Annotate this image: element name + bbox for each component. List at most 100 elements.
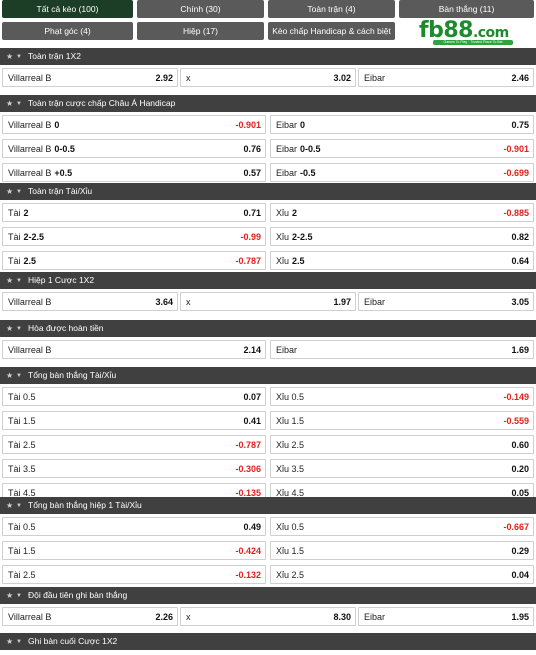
market-section-header[interactable]: ★ ▼ Tổng bàn thắng hiệp 1 Tài/Xỉu — [0, 497, 536, 514]
selection-name: Tài 0.5 — [8, 522, 36, 532]
selection-label: Villarreal B 0-0.5 — [8, 140, 75, 159]
odds-cell[interactable]: Xỉu 2.5 0.60 — [270, 435, 534, 454]
collapse-arrow-icon[interactable]: ▼ — [16, 101, 22, 107]
odds-cell[interactable]: Xỉu 1.5 0.29 — [270, 541, 534, 560]
market-section-header[interactable]: ★ ▼ Hiệp 1 Cược 1X2 — [0, 272, 536, 289]
odds-cell[interactable]: Xỉu 2 -0.885 — [270, 203, 534, 222]
odds-cell[interactable]: Xỉu 0.5 -0.667 — [270, 517, 534, 536]
odds-cell[interactable]: Tài 2.5 -0.787 — [2, 251, 266, 270]
selection-label: Xỉu 2.5 — [276, 252, 305, 271]
market-section-header[interactable]: ★ ▼ Toàn trận 1X2 — [0, 48, 536, 65]
selection-label: Villarreal B — [8, 341, 51, 360]
collapse-arrow-icon[interactable]: ▼ — [16, 639, 22, 645]
favorite-star-icon[interactable]: ★ — [6, 52, 14, 61]
odds-cell[interactable]: Eibar 2.46 — [358, 68, 534, 87]
odds-cell[interactable]: Villarreal B 2.14 — [2, 340, 266, 359]
odds-value: 1.95 — [511, 612, 529, 622]
selection-label: Xỉu 2-2.5 — [276, 228, 313, 247]
tab-main[interactable]: Chính (30) — [137, 0, 264, 18]
tab-full-match[interactable]: Toàn trận (4) — [268, 0, 395, 18]
odds-cell[interactable]: Villarreal B +0.5 0.57 — [2, 163, 266, 182]
favorite-star-icon[interactable]: ★ — [6, 637, 14, 646]
collapse-arrow-icon[interactable]: ▼ — [16, 593, 22, 599]
odds-cell[interactable]: Villarreal B 3.64 — [2, 292, 178, 311]
odds-cell[interactable]: x 1.97 — [180, 292, 356, 311]
selection-label: Tài 1.5 — [8, 542, 36, 561]
tab-corners[interactable]: Phạt góc (4) — [2, 22, 133, 40]
odds-cell[interactable]: Xỉu 0.5 -0.149 — [270, 387, 534, 406]
odds-cell[interactable]: Villarreal B 0 -0.901 — [2, 115, 266, 134]
odds-value: 2.14 — [243, 345, 261, 355]
odds-cell[interactable]: Villarreal B 0-0.5 0.76 — [2, 139, 266, 158]
market-tabs: Tất cả kèo (100) Chính (30) Toàn trận (4… — [0, 0, 536, 54]
market-section-header[interactable]: ★ ▼ Toàn trận Tài/Xỉu — [0, 183, 536, 200]
odds-cell[interactable]: Xỉu 2-2.5 0.82 — [270, 227, 534, 246]
collapse-arrow-icon[interactable]: ▼ — [16, 326, 22, 332]
market-section-header[interactable]: ★ ▼ Tổng bàn thắng Tài/Xỉu — [0, 367, 536, 384]
odds-cell[interactable]: Tài 2.5 -0.132 — [2, 565, 266, 584]
odds-cell[interactable]: Eibar 0-0.5 -0.901 — [270, 139, 534, 158]
favorite-star-icon[interactable]: ★ — [6, 99, 14, 108]
odds-cell[interactable]: Xỉu 3.5 0.20 — [270, 459, 534, 478]
odds-cell[interactable]: Tài 2 0.71 — [2, 203, 266, 222]
odds-cell[interactable]: Xỉu 2.5 0.04 — [270, 565, 534, 584]
favorite-star-icon[interactable]: ★ — [6, 591, 14, 600]
odds-cell[interactable]: Villarreal B 2.26 — [2, 607, 178, 626]
favorite-star-icon[interactable]: ★ — [6, 276, 14, 285]
selection-name: Eibar — [364, 73, 386, 83]
selection-name: x — [186, 297, 191, 307]
selection-label: Eibar 0 — [276, 116, 305, 135]
odds-value: 0.76 — [243, 144, 261, 154]
tab-goals[interactable]: Bàn thắng (11) — [399, 0, 534, 18]
collapse-arrow-icon[interactable]: ▼ — [16, 54, 22, 60]
odds-cell[interactable]: Villarreal B 2.92 — [2, 68, 178, 87]
odds-cell[interactable]: Tài 0.5 0.49 — [2, 517, 266, 536]
odds-cell[interactable]: Eibar 1.95 — [358, 607, 534, 626]
favorite-star-icon[interactable]: ★ — [6, 324, 14, 333]
selection-name: Xỉu 4.5 — [276, 488, 305, 498]
odds-cell[interactable]: Tài 3.5 -0.306 — [2, 459, 266, 478]
tab-handicap[interactable]: Kèo chấp Handicap & cách biệt (3) — [268, 22, 395, 54]
collapse-arrow-icon[interactable]: ▼ — [16, 278, 22, 284]
selection-name: Eibar — [276, 144, 298, 154]
odds-cell[interactable]: Xỉu 1.5 -0.559 — [270, 411, 534, 430]
odds-cell[interactable]: Eibar 1.69 — [270, 340, 534, 359]
selection-name: x — [186, 612, 191, 622]
odds-row: Tài 2.5 -0.787 Xỉu 2.5 0.60 — [0, 435, 536, 456]
odds-row: Tài 2-2.5 -0.99 Xỉu 2-2.5 0.82 — [0, 227, 536, 248]
collapse-arrow-icon[interactable]: ▼ — [16, 373, 22, 379]
odds-cell[interactable]: Tài 1.5 -0.424 — [2, 541, 266, 560]
odds-cell[interactable]: Eibar 0 0.75 — [270, 115, 534, 134]
odds-cell[interactable]: Xỉu 2.5 0.64 — [270, 251, 534, 270]
collapse-arrow-icon[interactable]: ▼ — [16, 503, 22, 509]
collapse-arrow-icon[interactable]: ▼ — [16, 189, 22, 195]
odds-cell[interactable]: x 3.02 — [180, 68, 356, 87]
odds-cell[interactable]: Tài 2-2.5 -0.99 — [2, 227, 266, 246]
market-section-header[interactable]: ★ ▼ Ghi bàn cuối Cược 1X2 — [0, 633, 536, 650]
odds-value: -0.787 — [235, 440, 261, 450]
tab-all-markets[interactable]: Tất cả kèo (100) — [2, 0, 133, 18]
market-section-header[interactable]: ★ ▼ Hòa được hoàn tiền — [0, 320, 536, 337]
favorite-star-icon[interactable]: ★ — [6, 371, 14, 380]
selection-label: Xỉu 0.5 — [276, 388, 304, 407]
odds-cell[interactable]: Eibar 3.05 — [358, 292, 534, 311]
tab-halves[interactable]: Hiệp (17) — [137, 22, 264, 40]
market-section-header[interactable]: ★ ▼ Đội đầu tiên ghi bàn thắng — [0, 587, 536, 604]
favorite-star-icon[interactable]: ★ — [6, 501, 14, 510]
market-section: ★ ▼ Toàn trận 1X2 Villarreal B 2.92 x 3.02 Eiba… — [0, 48, 536, 89]
odds-cell[interactable]: x 8.30 — [180, 607, 356, 626]
odds-cell[interactable]: Eibar -0.5 -0.699 — [270, 163, 534, 182]
selection-name: Villarreal B — [8, 345, 52, 355]
selection-name: Eibar — [276, 168, 298, 178]
odds-cell[interactable]: Tài 0.5 0.07 — [2, 387, 266, 406]
odds-cell[interactable]: Tài 1.5 0.41 — [2, 411, 266, 430]
selection-name: Eibar — [364, 297, 386, 307]
odds-cell[interactable]: Tài 2.5 -0.787 — [2, 435, 266, 454]
market-section-header[interactable]: ★ ▼ Toàn trận cược chấp Châu Á Handicap — [0, 95, 536, 112]
logo-wordmark: fb88.com — [419, 18, 509, 43]
favorite-star-icon[interactable]: ★ — [6, 187, 14, 196]
odds-value: 0.05 — [511, 488, 529, 498]
odds-row: Tài 0.5 0.07 Xỉu 0.5 -0.149 — [0, 387, 536, 408]
selection-label: Xỉu 1.5 — [276, 542, 304, 561]
